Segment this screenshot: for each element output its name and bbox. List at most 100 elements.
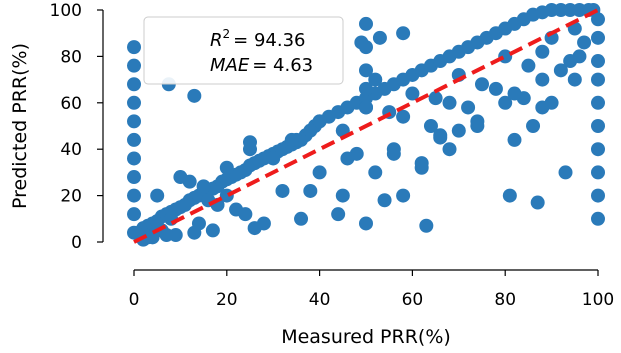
y-tick-label: 0 [71,233,82,253]
data-point [396,26,411,41]
data-point [368,72,383,87]
data-point [535,72,550,87]
data-point [219,160,234,175]
data-point [405,86,420,101]
data-point [442,142,457,157]
data-point [127,207,141,222]
data-point [502,188,517,203]
x-tick-label: 0 [129,290,140,310]
data-point [563,54,578,69]
data-point [368,165,383,180]
data-point [354,35,369,50]
data-point [442,95,457,110]
data-point [558,165,573,180]
data-point [521,58,536,73]
data-point [335,188,350,203]
r2-superscript: 2 [223,27,231,41]
x-tick-label: 40 [309,290,331,310]
y-axis: 0 20 40 60 80 100 [50,1,104,253]
data-point [127,58,141,73]
data-point [312,165,327,180]
data-point [498,95,513,110]
data-point [451,123,466,138]
r2-value: = 94.36 [233,30,305,51]
data-point [229,202,244,217]
data-point [159,228,174,243]
data-point [359,100,373,115]
data-point [591,188,605,203]
data-point [127,170,141,185]
data-point [127,132,141,147]
y-tick-label: 60 [60,94,82,114]
data-point [591,211,605,226]
data-point [127,40,141,55]
data-point [591,165,605,180]
data-point [331,207,346,222]
data-point [475,77,489,92]
data-point [591,12,605,27]
data-point [553,63,568,78]
mae-label: MAE [210,55,250,76]
data-point [127,77,141,92]
data-point [266,151,281,166]
data-point [359,16,373,31]
data-point [243,135,257,150]
x-tick-label: 100 [582,290,614,310]
y-tick-label: 80 [60,47,82,67]
data-point [187,225,202,240]
data-point [577,35,592,50]
data-point [359,216,373,231]
data-point [303,183,318,198]
data-point [150,188,165,203]
data-point [294,211,309,226]
data-point [340,151,355,166]
data-point [507,86,522,101]
data-point [567,72,582,87]
data-point [591,142,605,157]
data-point [284,132,299,147]
y-tick-label: 40 [60,140,82,160]
data-point [312,114,327,129]
data-points [127,3,605,247]
data-point [591,72,605,87]
data-point [530,195,545,210]
data-point [535,44,550,59]
data-point [145,230,160,245]
data-point [127,151,141,166]
data-point [359,63,373,78]
x-tick-label: 60 [402,290,424,310]
data-point [127,114,141,129]
data-point [127,188,141,203]
data-point [433,130,448,145]
data-point [205,223,220,238]
mae-value: = 4.63 [252,55,313,76]
data-point [591,30,605,45]
data-point [182,174,197,189]
data-point [359,81,373,96]
data-point [544,95,559,110]
x-axis: 0 20 40 60 80 100 [129,269,614,310]
data-point [275,183,290,198]
data-point [461,100,476,115]
y-tick-label: 20 [60,187,82,207]
r2-label: R [210,30,223,51]
x-tick-label: 20 [216,290,238,310]
data-point [591,54,605,69]
data-point [256,216,271,231]
data-point [591,119,605,133]
data-point [488,81,503,96]
data-point [377,193,392,208]
data-point [127,95,141,110]
r2-annotation: R2 = 94.36 [210,27,306,51]
x-tick-label: 80 [494,290,516,310]
data-point [470,119,485,133]
data-point [396,109,411,124]
data-point [526,119,541,133]
x-axis-label: Measured PRR(%) [281,326,451,348]
data-point [187,88,202,103]
data-point [428,91,443,106]
data-point [414,156,429,171]
reference-line [133,8,599,244]
data-point [396,188,411,203]
